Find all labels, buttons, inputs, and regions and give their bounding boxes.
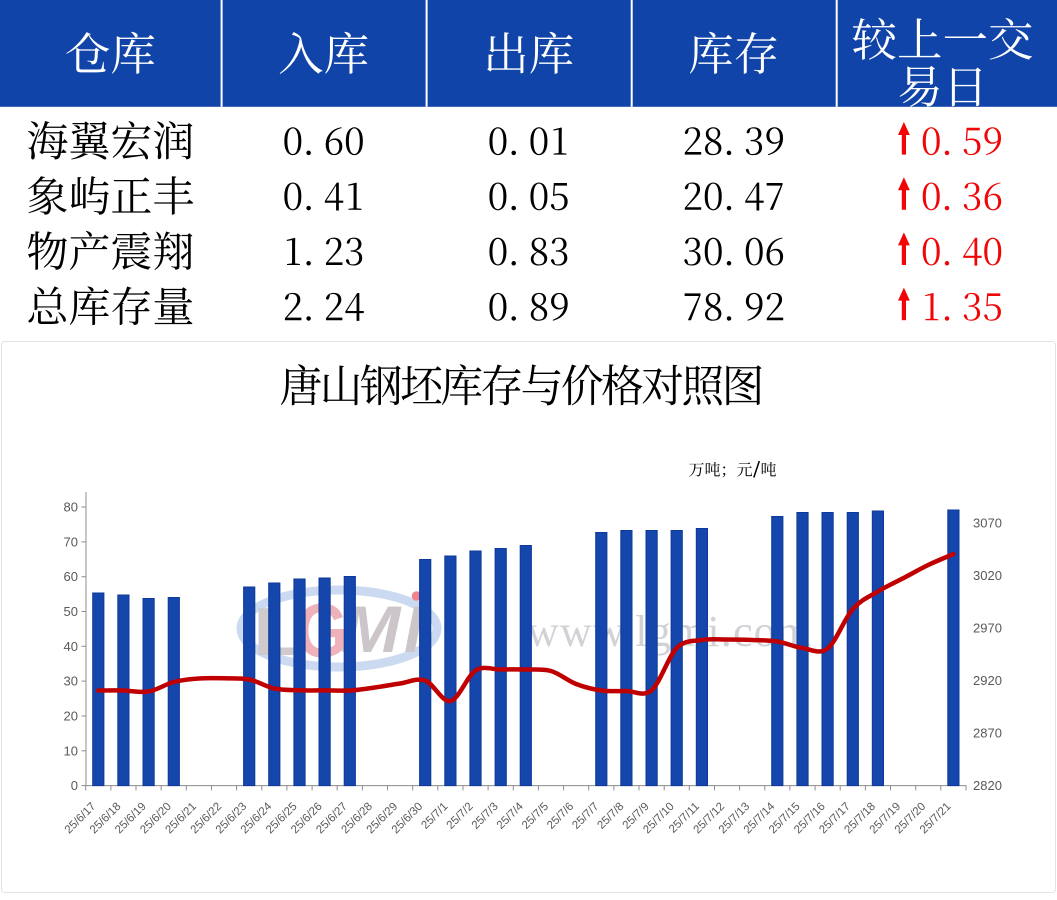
svg-text:0: 0 <box>71 778 78 793</box>
svg-text:2870: 2870 <box>973 726 1002 741</box>
svg-text:3020: 3020 <box>973 568 1002 583</box>
svg-text:10: 10 <box>64 743 78 758</box>
svg-text:2920: 2920 <box>973 673 1002 688</box>
svg-text:30: 30 <box>64 674 78 689</box>
svg-text:I: I <box>404 592 424 666</box>
svg-text:80: 80 <box>64 500 78 515</box>
svg-text:70: 70 <box>64 534 78 549</box>
svg-text:60: 60 <box>64 569 78 584</box>
svg-text:3070: 3070 <box>973 515 1002 530</box>
svg-text:2820: 2820 <box>973 778 1002 793</box>
svg-text:2970: 2970 <box>973 621 1002 636</box>
svg-text:40: 40 <box>64 639 78 654</box>
svg-text:20: 20 <box>64 709 78 724</box>
svg-text:www.lgmi.com: www.lgmi.com <box>527 607 812 656</box>
svg-text:50: 50 <box>64 604 78 619</box>
